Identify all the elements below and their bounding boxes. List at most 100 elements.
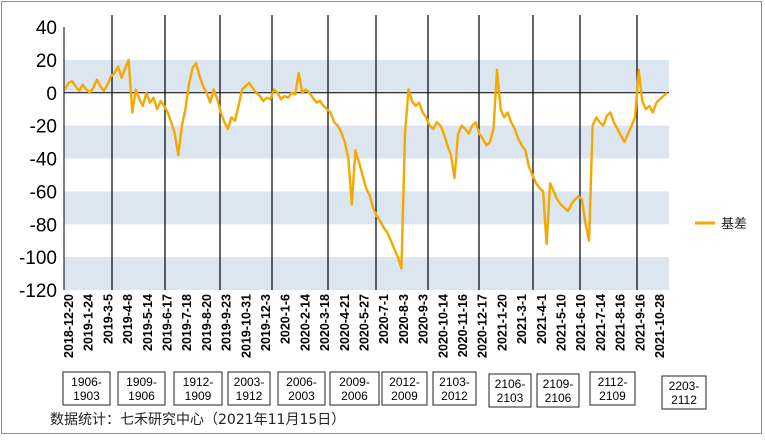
y-tick-label: -120	[19, 281, 57, 302]
contract-period-label: 2106-2103	[495, 377, 526, 405]
contract-period-line: 1909	[185, 389, 212, 403]
x-tick-label: 2020-2-14	[298, 294, 312, 351]
contract-period-line: 2012	[441, 389, 468, 403]
contract-period-line: 2009	[391, 389, 418, 403]
contract-period-box: 2006-2003	[277, 371, 326, 406]
y-tick-label: -40	[30, 150, 57, 171]
contract-period-labels: 1906-1903 1909-1906 1912-1909 2003-1912 2006…	[62, 371, 707, 410]
x-tick-label: 2019-1-24	[82, 294, 96, 351]
x-tick-label: 2020-5-27	[358, 294, 372, 351]
x-tick-label: 2021-8-16	[614, 294, 628, 351]
contract-period-label: 2109-2106	[543, 377, 574, 405]
contract-period-label: 2203-2112	[669, 379, 700, 407]
y-axis-ticks: 40 20 0 -20 -40 -60 -80 -100 -120	[19, 18, 57, 302]
contract-period-frame	[589, 371, 636, 406]
contract-period-line: 1909-	[126, 375, 157, 389]
x-tick-label: 2019-7-18	[180, 294, 194, 351]
contract-period-line: 2106	[545, 391, 572, 405]
x-tick-label: 2019-9-23	[220, 294, 234, 351]
x-tick-label: 2020-7-1	[377, 294, 391, 344]
x-tick-label: 2019-4-8	[121, 294, 135, 344]
x-tick-label: 2021-10-28	[653, 294, 667, 358]
contract-period-line: 2109-	[543, 377, 574, 391]
contract-period-box: 2103-2012	[432, 371, 477, 406]
y-tick-label: -20	[30, 117, 57, 138]
contract-period-frame	[117, 371, 166, 406]
contract-period-frame	[277, 371, 326, 406]
contract-period-line: 2203-	[669, 379, 700, 393]
contract-period-line: 1912	[236, 389, 263, 403]
contract-period-box: 2203-2112	[661, 375, 707, 410]
contract-period-box: 1909-1906	[117, 371, 166, 406]
x-tick-label: 2021-7-14	[594, 294, 608, 351]
y-tick-label: -100	[19, 248, 57, 269]
grid-band	[64, 59, 669, 93]
contract-period-box: 1906-1903	[62, 371, 111, 406]
x-tick-label: 2020-4-21	[338, 294, 352, 351]
contract-period-line: 2103-	[439, 375, 470, 389]
x-tick-label: 2020-10-14	[436, 294, 450, 358]
contract-period-line: 2109	[599, 389, 626, 403]
grid-bands	[63, 27, 669, 290]
contract-period-frame	[488, 373, 532, 408]
contract-period-label: 2003-1912	[234, 375, 265, 403]
basis-chart: 40 20 0 -20 -40 -60 -80 -100 -120 2018-12-20 2019…	[19, 15, 747, 410]
contract-period-box: 2112-2109	[589, 371, 636, 406]
x-tick-label: 2019-5-14	[141, 294, 155, 351]
contract-period-frame	[536, 373, 580, 408]
contract-period-label: 2103-2012	[439, 375, 470, 403]
grid-band	[64, 125, 669, 159]
x-tick-label: 2020-9-3	[417, 294, 431, 344]
contract-period-line: 1906	[128, 389, 155, 403]
grid-band	[64, 257, 669, 290]
contract-period-frame	[62, 371, 111, 406]
contract-period-box: 1912-1909	[173, 371, 223, 406]
x-tick-label: 2020-12-17	[476, 294, 490, 358]
contract-period-line: 2009-	[339, 375, 370, 389]
legend: 基差	[695, 216, 747, 231]
contract-period-line: 2112	[671, 393, 697, 407]
contract-period-box: 2109-2106	[536, 373, 580, 408]
x-tick-label: 2020-3-18	[318, 294, 332, 351]
contract-period-frame	[432, 371, 477, 406]
x-tick-label: 2019-8-20	[200, 294, 214, 351]
contract-period-label: 2009-2006	[339, 375, 370, 403]
x-tick-label: 2019-3-5	[101, 294, 115, 344]
contract-period-line: 1903	[73, 389, 100, 403]
contract-period-line: 2112-	[598, 375, 628, 389]
y-tick-label: -60	[30, 182, 57, 203]
x-tick-label: 2018-12-20	[62, 294, 76, 358]
contract-period-frame	[381, 371, 428, 406]
contract-period-label: 2012-2009	[389, 375, 420, 403]
contract-dividers	[111, 15, 638, 290]
contract-period-frame	[227, 371, 271, 406]
x-tick-label: 2020-8-3	[397, 294, 411, 344]
contract-period-box: 2012-2009	[381, 371, 428, 406]
x-tick-label: 2021-4-1	[535, 294, 549, 344]
x-tick-label: 2019-12-3	[259, 294, 273, 351]
series-line-basis	[63, 58, 668, 270]
contract-period-label: 2112-2109	[598, 375, 628, 403]
y-tick-label: 20	[36, 51, 57, 72]
y-tick-label: 0	[46, 84, 57, 105]
x-tick-label: 2019-10-31	[239, 294, 253, 358]
x-tick-label: 2021-3-1	[515, 294, 529, 344]
series-layer	[63, 58, 668, 270]
contract-period-line: 2012-	[389, 375, 420, 389]
contract-period-line: 2006-	[286, 375, 317, 389]
contract-period-box: 2106-2103	[488, 373, 532, 408]
x-tick-label: 2021-6-10	[574, 294, 588, 351]
x-tick-label: 2021-5-10	[555, 294, 569, 351]
x-axis-ticks: 2018-12-20 2019-1-24 2019-3-5 2019-4-8 2019-…	[62, 294, 667, 358]
contract-period-box: 2003-1912	[227, 371, 271, 406]
contract-period-line: 2003	[288, 389, 315, 403]
y-tick-label: 40	[36, 18, 57, 39]
contract-period-frame	[661, 375, 707, 410]
contract-period-label: 2006-2003	[286, 375, 317, 403]
chart-frame: 40 20 0 -20 -40 -60 -80 -100 -120 2018-12-20 2019…	[1, 1, 762, 434]
legend-label[interactable]: 基差	[721, 216, 747, 231]
x-tick-label: 2021-1-20	[495, 294, 509, 351]
x-tick-label: 2021-9-16	[633, 294, 647, 351]
contract-period-frame	[329, 371, 380, 406]
contract-period-line: 2003-	[234, 375, 265, 389]
